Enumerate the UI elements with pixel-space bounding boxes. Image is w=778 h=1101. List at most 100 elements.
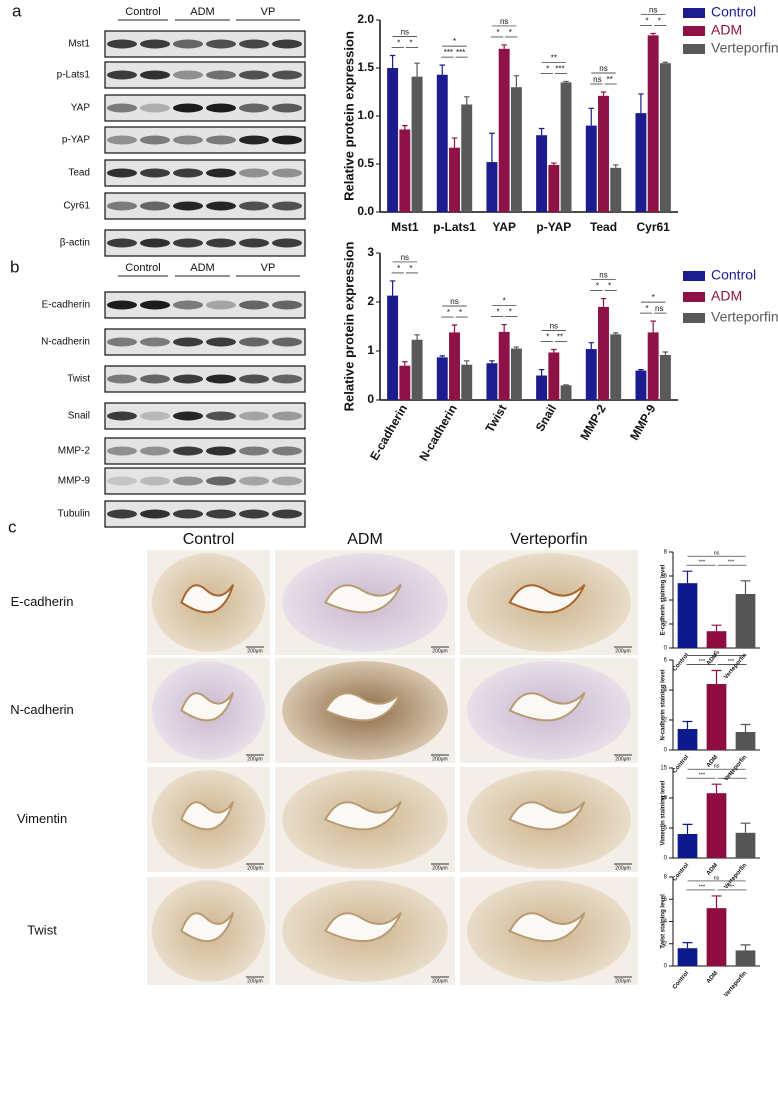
blot-band xyxy=(173,71,203,80)
blot-band xyxy=(272,477,302,486)
blot-band xyxy=(272,375,302,384)
scale-bar-label: 200μm xyxy=(432,978,447,984)
error-bar xyxy=(452,138,457,148)
blot-band xyxy=(206,239,236,248)
sig-label: ns xyxy=(593,75,601,84)
y-axis-label: Relative protein expression xyxy=(341,242,356,412)
error-bar xyxy=(712,784,722,793)
sig-label: *** xyxy=(728,560,735,566)
blot-band xyxy=(239,338,269,347)
error-bar xyxy=(650,33,655,35)
blot-row-label: Mst1 xyxy=(68,39,90,50)
bar xyxy=(736,833,756,858)
y-tick-label: 1 xyxy=(367,343,374,357)
blot-band xyxy=(272,447,302,456)
sig-label: * xyxy=(546,333,549,342)
sig-label: * xyxy=(496,308,499,317)
bar xyxy=(736,732,756,750)
error-bar xyxy=(663,352,668,355)
bar xyxy=(499,332,510,400)
bar xyxy=(437,357,448,400)
error-bar xyxy=(683,824,693,834)
error-bar xyxy=(514,76,519,88)
x-tick-label: YAP xyxy=(492,220,516,234)
error-bar xyxy=(712,896,722,908)
blot-band xyxy=(107,447,137,456)
error-bar xyxy=(539,128,544,135)
error-bar xyxy=(464,361,469,365)
sig-label: * xyxy=(509,308,512,317)
y-tick-label: 0 xyxy=(664,748,668,754)
bar xyxy=(511,349,522,400)
error-bar xyxy=(501,325,506,332)
error-bar xyxy=(440,65,445,75)
scale-bar-label: 200μm xyxy=(615,978,630,984)
sig-label: * xyxy=(397,264,400,273)
blot-band xyxy=(140,40,170,49)
error-bar xyxy=(414,335,419,340)
sig-label: *** xyxy=(728,884,735,890)
blot-band xyxy=(173,375,203,384)
sig-label: ns xyxy=(450,297,458,306)
panel-label: c xyxy=(8,517,17,536)
blot-band xyxy=(107,510,137,519)
histology-row-label: Twist xyxy=(27,922,57,937)
error-bar xyxy=(741,945,751,951)
error-bar xyxy=(551,350,556,353)
bar xyxy=(598,96,609,212)
legend-label: Control xyxy=(711,4,756,20)
blot-band xyxy=(140,301,170,310)
error-bar xyxy=(390,56,395,68)
legend-swatch xyxy=(683,313,705,323)
blot-band xyxy=(272,169,302,178)
blot-band xyxy=(206,301,236,310)
error-bar xyxy=(414,63,419,76)
blot-band xyxy=(173,40,203,49)
x-tick-label: Verteporfin xyxy=(723,970,748,998)
x-tick-label: Snail xyxy=(533,402,559,434)
histology-column-label: ADM xyxy=(347,531,383,548)
bar xyxy=(449,332,460,400)
blot-band xyxy=(140,169,170,178)
bar xyxy=(610,334,621,400)
blot-band xyxy=(173,447,203,456)
error-bar xyxy=(464,97,469,105)
legend-swatch xyxy=(683,44,705,54)
error-bar xyxy=(663,62,668,63)
blot-band xyxy=(107,202,137,211)
sig-label: * xyxy=(645,17,648,26)
blot-band xyxy=(239,447,269,456)
blot-row-label: Twist xyxy=(67,374,90,385)
blot-band xyxy=(140,447,170,456)
blot-band xyxy=(239,104,269,113)
blot-band xyxy=(107,104,137,113)
bar xyxy=(610,168,621,212)
sig-label: * xyxy=(397,39,400,48)
blot-band xyxy=(272,40,302,49)
blot-band xyxy=(107,40,137,49)
y-tick-label: 8 xyxy=(664,875,668,881)
blot-band xyxy=(173,239,203,248)
histology-row-label: N-cadherin xyxy=(10,702,74,717)
bar xyxy=(678,729,698,750)
blot-group-label: Control xyxy=(125,262,160,274)
blot-band xyxy=(107,375,137,384)
bar xyxy=(548,352,559,400)
bar xyxy=(648,332,659,400)
bar xyxy=(707,684,727,750)
sig-label: ns xyxy=(655,304,663,313)
bar xyxy=(449,148,460,212)
y-tick-label: 1.5 xyxy=(357,60,374,74)
sig-label: * xyxy=(658,17,661,26)
blot-band xyxy=(140,239,170,248)
blot-row-label: MMP-2 xyxy=(58,446,91,457)
blot-band xyxy=(140,136,170,145)
sig-label: * xyxy=(459,308,462,317)
bar xyxy=(536,376,547,401)
x-tick-label: MMP-9 xyxy=(627,402,659,443)
sig-label: *** xyxy=(728,659,735,665)
blot-band xyxy=(206,510,236,519)
sig-label: * xyxy=(409,264,412,273)
legend-label: ADM xyxy=(711,22,742,38)
blot-band xyxy=(272,239,302,248)
